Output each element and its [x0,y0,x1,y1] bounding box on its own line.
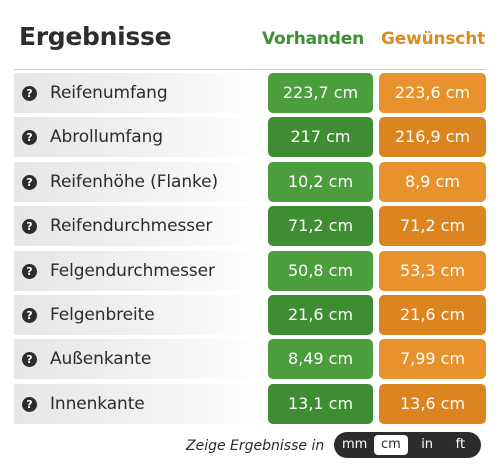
result-row-felgendurchmesser: ? Felgendurchmesser 50,8 cm 53,3 cm [14,250,486,291]
help-icon[interactable]: ? [22,396,37,412]
result-row-reifenhoehe: ? Reifenhöhe (Flanke) 10,2 cm 8,9 cm [14,161,486,202]
unit-toggle: mm cm in ft [334,432,481,458]
value-want: 216,9 cm [379,117,486,158]
page-title: Ergebnisse [19,22,172,51]
help-icon[interactable]: ? [22,219,37,235]
column-header-want: Gewünscht [381,29,486,49]
column-header-have: Vorhanden [262,29,364,49]
row-background [14,73,264,113]
row-label: Reifenumfang [50,83,168,103]
help-icon[interactable]: ? [22,263,37,279]
value-have: 10,2 cm [268,161,373,202]
value-have: 13,1 cm [268,383,373,424]
row-background [14,250,264,291]
value-want: 223,6 cm [379,73,486,113]
results-table: ? Reifenumfang 223,7 cm 223,6 cm ? Abrol… [14,73,486,428]
row-background [14,117,264,158]
help-icon[interactable]: ? [22,86,37,101]
row-background [14,161,264,202]
value-want: 21,6 cm [379,294,486,335]
value-have: 71,2 cm [268,206,373,247]
unit-toggle-label: Zeige Ergebnisse in [186,438,325,454]
value-have: 217 cm [268,117,373,158]
row-label: Felgendurchmesser [50,260,215,281]
row-background [14,383,264,424]
help-icon[interactable]: ? [22,307,37,323]
row-label: Innenkante [50,393,145,414]
row-label: Reifenhöhe (Flanke) [50,171,219,192]
value-want: 71,2 cm [379,206,486,247]
result-row-reifendurchmesser: ? Reifendurchmesser 71,2 cm 71,2 cm [14,206,486,247]
value-want: 53,3 cm [379,250,486,291]
row-label: Reifendurchmesser [50,216,213,237]
value-want: 8,9 cm [379,161,486,202]
unit-option-in[interactable]: in [421,437,434,452]
results-header: Ergebnisse Vorhanden Gewünscht [0,0,500,70]
header-divider [14,69,486,70]
value-have: 223,7 cm [268,73,373,113]
value-have: 21,6 cm [268,294,373,335]
row-background [14,206,264,247]
row-label: Außenkante [50,349,152,370]
unit-option-ft[interactable]: ft [455,437,466,452]
help-icon[interactable]: ? [22,130,37,146]
result-row-reifenumfang: ? Reifenumfang 223,7 cm 223,6 cm [14,73,486,113]
result-row-innenkante: ? Innenkante 13,1 cm 13,6 cm [14,383,486,424]
value-have: 50,8 cm [268,250,373,291]
row-background [14,339,264,380]
value-want: 7,99 cm [379,339,486,380]
row-label: Abrollumfang [50,127,163,148]
unit-option-mm[interactable]: mm [341,437,368,452]
result-row-felgenbreite: ? Felgenbreite 21,6 cm 21,6 cm [14,294,486,335]
help-icon[interactable]: ? [22,174,37,190]
result-row-abrollumfang: ? Abrollumfang 217 cm 216,9 cm [14,117,486,158]
row-background [14,294,264,335]
value-have: 8,49 cm [268,339,373,380]
results-footer: Zeige Ergebnisse in mm cm in ft [0,432,500,462]
unit-option-cm[interactable]: cm [374,435,408,455]
value-want: 13,6 cm [379,383,486,424]
result-row-aussenkante: ? Außenkante 8,49 cm 7,99 cm [14,339,486,380]
help-icon[interactable]: ? [22,352,37,368]
row-label: Felgenbreite [50,304,155,325]
